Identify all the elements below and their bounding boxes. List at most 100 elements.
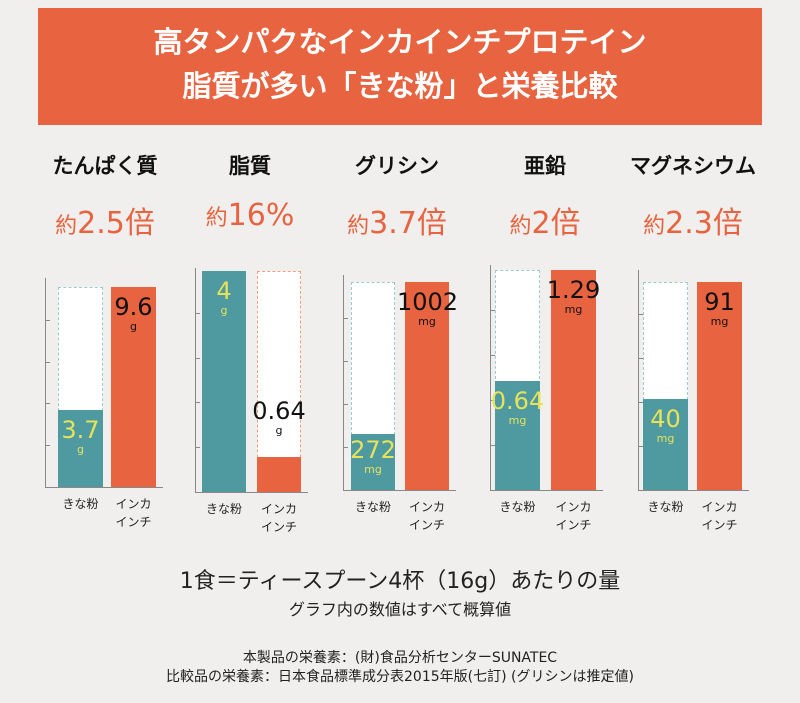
value-label: 272 mg: [343, 438, 403, 475]
inca-bar: [697, 282, 742, 490]
category-line: インチ: [701, 518, 738, 532]
axis-tick: [639, 314, 643, 315]
title-banner: 高タンパクなインカインチプロテイン 脂質が多い「きな粉」と栄養比較: [38, 8, 762, 125]
axis-tick: [639, 402, 643, 403]
value-unit: mg: [656, 432, 675, 445]
axis-tick: [46, 362, 50, 363]
category-label: インカ インチ: [106, 495, 162, 531]
value-unit: g: [130, 320, 137, 333]
value-label: 40 mg: [636, 407, 696, 444]
target-outline: [257, 271, 301, 492]
axis-tick: [491, 310, 495, 311]
title-line-2: 脂質が多い「きな粉」と栄養比較: [182, 69, 618, 103]
category-line: インチ: [260, 520, 297, 534]
value-label: 1.29 mg: [544, 278, 604, 315]
panel-title: 亜鉛: [524, 154, 566, 178]
value-label: 9.6 g: [104, 295, 164, 332]
category-line: インカ: [260, 502, 297, 516]
value-unit: mg: [710, 315, 729, 328]
serving-note: 1食＝ティースプーン4杯（16g）あたりの量: [179, 569, 621, 594]
panel-multiplier: 約2倍: [470, 198, 620, 242]
approx-note: グラフ内の数値はすべて概算値: [288, 600, 512, 619]
multiplier-value: 2.5倍: [77, 206, 155, 241]
axis-tick: [639, 446, 643, 447]
source-line-1: 本製品の栄養素：(財)食品分析センターSUNATEC: [242, 650, 558, 666]
value-number: 272: [350, 436, 396, 464]
value-label: 0.64 g: [249, 399, 309, 436]
axis-tick: [344, 404, 348, 405]
axis: [45, 278, 163, 488]
category-label: きな粉: [490, 498, 546, 516]
axis-tick: [46, 320, 50, 321]
inca-bar: [405, 282, 449, 490]
panel-multiplier: 約2.5倍: [30, 198, 180, 242]
multiplier-prefix: 約: [643, 214, 666, 239]
value-label: 0.64 mg: [488, 389, 548, 426]
multiplier-value: 2.3倍: [665, 206, 743, 241]
value-number: 0.64: [252, 397, 306, 425]
value-number: 1.29: [546, 276, 601, 304]
category-line: きな粉: [62, 497, 99, 511]
kinako-bar: [58, 410, 103, 487]
category-line: インカ: [701, 500, 738, 514]
axis-tick: [344, 447, 348, 448]
value-number: 40: [650, 405, 681, 433]
axis-tick: [639, 358, 643, 359]
category-line: きな粉: [354, 500, 391, 514]
panel-title: たんぱく質: [52, 154, 158, 178]
multiplier-prefix: 約: [55, 214, 78, 239]
value-number: 3.7: [61, 416, 100, 444]
panel-multiplier: 約2.3倍: [618, 198, 768, 242]
inca-bar: [257, 457, 301, 492]
axis: [343, 275, 456, 491]
title-line-1: 高タンパクなインカインチプロテイン: [153, 25, 647, 59]
category-line: インチ: [555, 518, 592, 532]
axis-tick: [196, 313, 200, 314]
category-label: きな粉: [196, 500, 252, 518]
value-number: 91: [704, 288, 735, 316]
kinako-bar: [351, 434, 395, 490]
axis-tick: [196, 447, 200, 448]
category-line: きな粉: [499, 500, 536, 514]
axis-tick: [491, 400, 495, 401]
axis-tick: [344, 361, 348, 362]
multiplier-prefix: 約: [347, 214, 370, 239]
value-unit: g: [275, 424, 283, 437]
axis-tick: [491, 445, 495, 446]
axis: [195, 268, 308, 493]
multiplier-prefix: 約: [509, 214, 532, 239]
panel-multiplier: 約16%: [175, 198, 325, 233]
axis-tick: [196, 402, 200, 403]
axis: [638, 270, 749, 491]
category-line: インカ: [555, 500, 592, 514]
axis-tick: [46, 445, 50, 446]
inca-bar: [111, 287, 156, 487]
multiplier-value: 2倍: [531, 206, 581, 241]
axis-tick: [46, 403, 50, 404]
category-label: インカ インチ: [546, 498, 602, 534]
panel-multiplier: 約3.7倍: [322, 198, 472, 242]
category-label: インカ インチ: [399, 498, 455, 534]
source-line-2: 比較品の栄養素：日本食品標準成分表2015年版(七訂) (グリシンは推定値): [166, 669, 634, 685]
kinako-bar: [495, 381, 540, 490]
category-line: きな粉: [205, 502, 242, 516]
panel-title: マグネシウム: [630, 154, 756, 178]
category-line: インチ: [408, 518, 445, 532]
multiplier-value: 3.7倍: [369, 206, 447, 241]
value-unit: mg: [364, 463, 382, 476]
axis-tick: [491, 355, 495, 356]
category-line: インカ: [115, 497, 152, 511]
multiplier-prefix: 約: [205, 206, 228, 231]
value-number: 4: [216, 277, 232, 305]
category-label: きな粉: [53, 495, 109, 513]
category-line: インチ: [115, 515, 152, 529]
category-line: インカ: [408, 500, 445, 514]
value-unit: mg: [564, 303, 583, 316]
category-label: きな粉: [345, 498, 401, 516]
category-label: きな粉: [638, 498, 694, 516]
value-number: 0.64: [490, 387, 545, 415]
value-unit: g: [77, 443, 84, 456]
category-label: インカ インチ: [692, 498, 748, 534]
